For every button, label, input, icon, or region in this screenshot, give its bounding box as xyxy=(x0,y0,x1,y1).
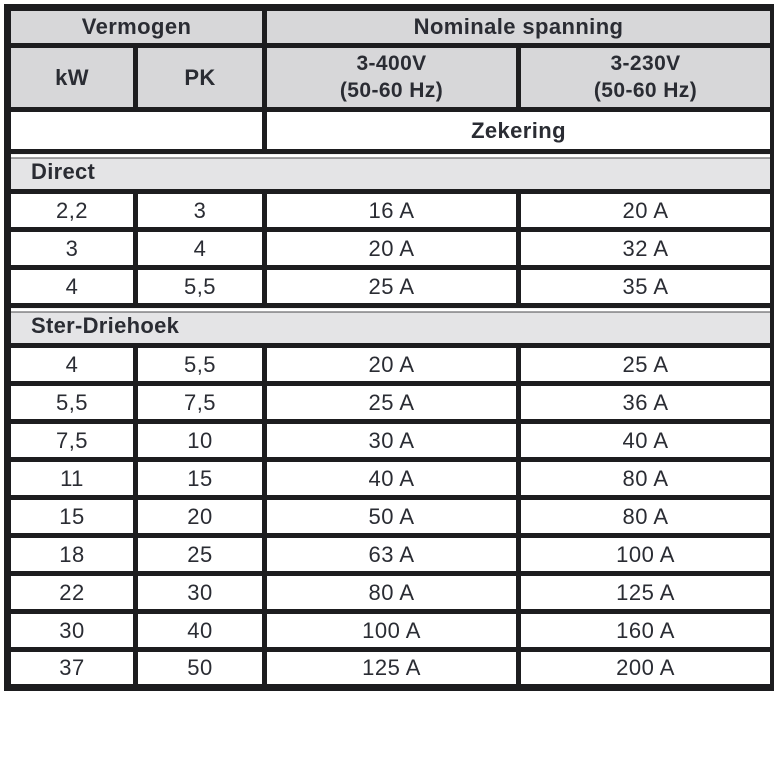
table-row: 5,5 7,5 25 A 36 A xyxy=(5,381,774,424)
cell-kw: 3 xyxy=(5,227,138,270)
section-header-ster-driehoek: Ster-Driehoek xyxy=(4,303,774,348)
section-row: Direct xyxy=(4,149,774,194)
cell-kw: 22 xyxy=(5,571,138,614)
cell-pk: 20 xyxy=(132,495,268,538)
cell-zekering-3-230v: 160 A xyxy=(516,609,774,652)
table-row: 3 4 20 A 32 A xyxy=(5,227,774,270)
cell-zekering-3-230v: 32 A xyxy=(516,227,774,270)
empty-cell xyxy=(4,107,268,154)
cell-kw: 15 xyxy=(5,495,138,538)
table-row: 4 5,5 25 A 35 A xyxy=(5,265,774,308)
table-row: 11 15 40 A 80 A xyxy=(5,457,774,500)
cell-zekering-3-230v: 125 A xyxy=(516,571,774,614)
cell-pk: 10 xyxy=(132,419,268,462)
cell-kw: 11 xyxy=(5,457,138,500)
cell-pk: 5,5 xyxy=(132,343,268,386)
cell-kw: 4 xyxy=(5,343,138,386)
cell-zekering-3-400v: 30 A xyxy=(262,419,522,462)
cell-zekering-3-230v: 20 A xyxy=(516,189,774,232)
cell-pk: 5,5 xyxy=(132,265,268,308)
table-body: Direct 2,2 3 16 A 20 A 3 4 20 A 32 A 4 5,5 25 A 35 A… xyxy=(4,149,774,690)
table-row: 2,2 3 16 A 20 A xyxy=(5,189,774,232)
cell-pk: 40 xyxy=(132,609,268,652)
cell-zekering-3-230v: 35 A xyxy=(516,265,774,308)
cell-zekering-3-230v: 40 A xyxy=(516,419,774,462)
cell-zekering-3-400v: 25 A xyxy=(262,381,522,424)
cell-pk: 30 xyxy=(132,571,268,614)
cell-kw: 37 xyxy=(5,647,138,690)
header-3-400v: 3-400V (50-60 Hz) xyxy=(262,43,522,112)
cell-zekering-3-230v: 80 A xyxy=(516,457,774,500)
cell-zekering-3-400v: 63 A xyxy=(262,533,522,576)
fuse-label: Zekering xyxy=(262,107,774,154)
fuse-rating-table: Vermogen Nominale spanning kW PK 3-400V … xyxy=(4,4,774,691)
cell-zekering-3-400v: 16 A xyxy=(262,189,522,232)
cell-kw: 30 xyxy=(5,609,138,652)
cell-pk: 15 xyxy=(132,457,268,500)
table-row: 4 5,5 20 A 25 A xyxy=(5,343,774,386)
header-3-230v-frequency: (50-60 Hz) xyxy=(593,78,698,102)
header-group-row: Vermogen Nominale spanning xyxy=(4,5,774,48)
section-row: Ster-Driehoek xyxy=(4,303,774,348)
cell-pk: 25 xyxy=(132,533,268,576)
cell-zekering-3-400v: 25 A xyxy=(262,265,522,308)
cell-pk: 7,5 xyxy=(132,381,268,424)
header-columns-row: kW PK 3-400V (50-60 Hz) 3-230V (50-60 Hz… xyxy=(5,43,774,112)
cell-pk: 3 xyxy=(132,189,268,232)
header-3-400v-frequency: (50-60 Hz) xyxy=(339,78,444,102)
cell-kw: 4 xyxy=(5,265,138,308)
fuse-label-row: Zekering xyxy=(4,107,774,154)
cell-zekering-3-400v: 40 A xyxy=(262,457,522,500)
header-3-400v-voltage: 3-400V xyxy=(356,52,427,76)
table-row: 30 40 100 A 160 A xyxy=(5,609,774,652)
cell-kw: 7,5 xyxy=(5,419,138,462)
header-3-230v-voltage: 3-230V xyxy=(610,52,681,76)
cell-zekering-3-400v: 100 A xyxy=(262,609,522,652)
cell-pk: 4 xyxy=(132,227,268,270)
cell-pk: 50 xyxy=(132,647,268,690)
table-row: 15 20 50 A 80 A xyxy=(5,495,774,538)
cell-zekering-3-230v: 80 A xyxy=(516,495,774,538)
cell-zekering-3-230v: 200 A xyxy=(516,647,774,690)
table-row: 22 30 80 A 125 A xyxy=(5,571,774,614)
header-kw: kW xyxy=(5,43,138,112)
cell-zekering-3-400v: 20 A xyxy=(262,227,522,270)
header-3-230v: 3-230V (50-60 Hz) xyxy=(516,43,774,112)
header-power-group: Vermogen xyxy=(4,5,268,48)
table-row: 7,5 10 30 A 40 A xyxy=(5,419,774,462)
cell-zekering-3-400v: 125 A xyxy=(262,647,522,690)
header-voltage-group: Nominale spanning xyxy=(262,5,774,48)
cell-kw: 5,5 xyxy=(5,381,138,424)
table-row: 37 50 125 A 200 A xyxy=(5,647,774,690)
section-header-direct: Direct xyxy=(4,149,774,194)
cell-zekering-3-230v: 25 A xyxy=(516,343,774,386)
cell-kw: 18 xyxy=(5,533,138,576)
fuse-table-container: Vermogen Nominale spanning kW PK 3-400V … xyxy=(4,4,774,691)
header-pk: PK xyxy=(132,43,268,112)
cell-zekering-3-400v: 20 A xyxy=(262,343,522,386)
cell-zekering-3-230v: 100 A xyxy=(516,533,774,576)
cell-zekering-3-230v: 36 A xyxy=(516,381,774,424)
table-row: 18 25 63 A 100 A xyxy=(5,533,774,576)
cell-zekering-3-400v: 80 A xyxy=(262,571,522,614)
cell-zekering-3-400v: 50 A xyxy=(262,495,522,538)
cell-kw: 2,2 xyxy=(5,189,138,232)
